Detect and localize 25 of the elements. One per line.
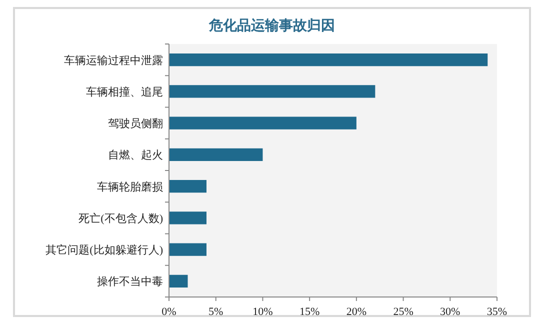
- bar: [169, 212, 206, 224]
- bar: [169, 180, 206, 193]
- x-tick-label: 10%: [252, 306, 273, 318]
- bar: [169, 53, 488, 66]
- bar: [169, 85, 376, 98]
- y-tick-label: 驾驶员侧翻: [108, 117, 163, 130]
- bar: [169, 148, 263, 162]
- y-tick-label: 死亡(不包含人数): [78, 212, 164, 225]
- y-tick-label: 自燃、起火: [108, 148, 163, 162]
- x-tick-label: 35%: [486, 306, 508, 318]
- bar: [169, 116, 356, 130]
- x-tick-label: 5%: [208, 306, 224, 318]
- y-tick-label: 车辆相撞、追尾: [86, 85, 163, 98]
- bar: [169, 243, 206, 256]
- y-tick-label: 车辆轮胎磨损: [97, 180, 163, 194]
- y-tick-label: 其它问题(比如躲避行人): [46, 244, 164, 257]
- bar: [169, 274, 188, 288]
- y-tick-label: 车辆运输过程中泄露: [64, 54, 163, 67]
- x-tick-label: 25%: [393, 306, 414, 318]
- x-tick-label: 15%: [299, 306, 320, 318]
- y-tick-label: 操作不当中毒: [97, 275, 163, 288]
- chart-title: 危化品运输事故归因: [208, 18, 335, 34]
- x-tick-label: 30%: [440, 306, 460, 318]
- x-tick-label: 20%: [346, 306, 367, 318]
- x-tick-label: 0%: [162, 306, 176, 318]
